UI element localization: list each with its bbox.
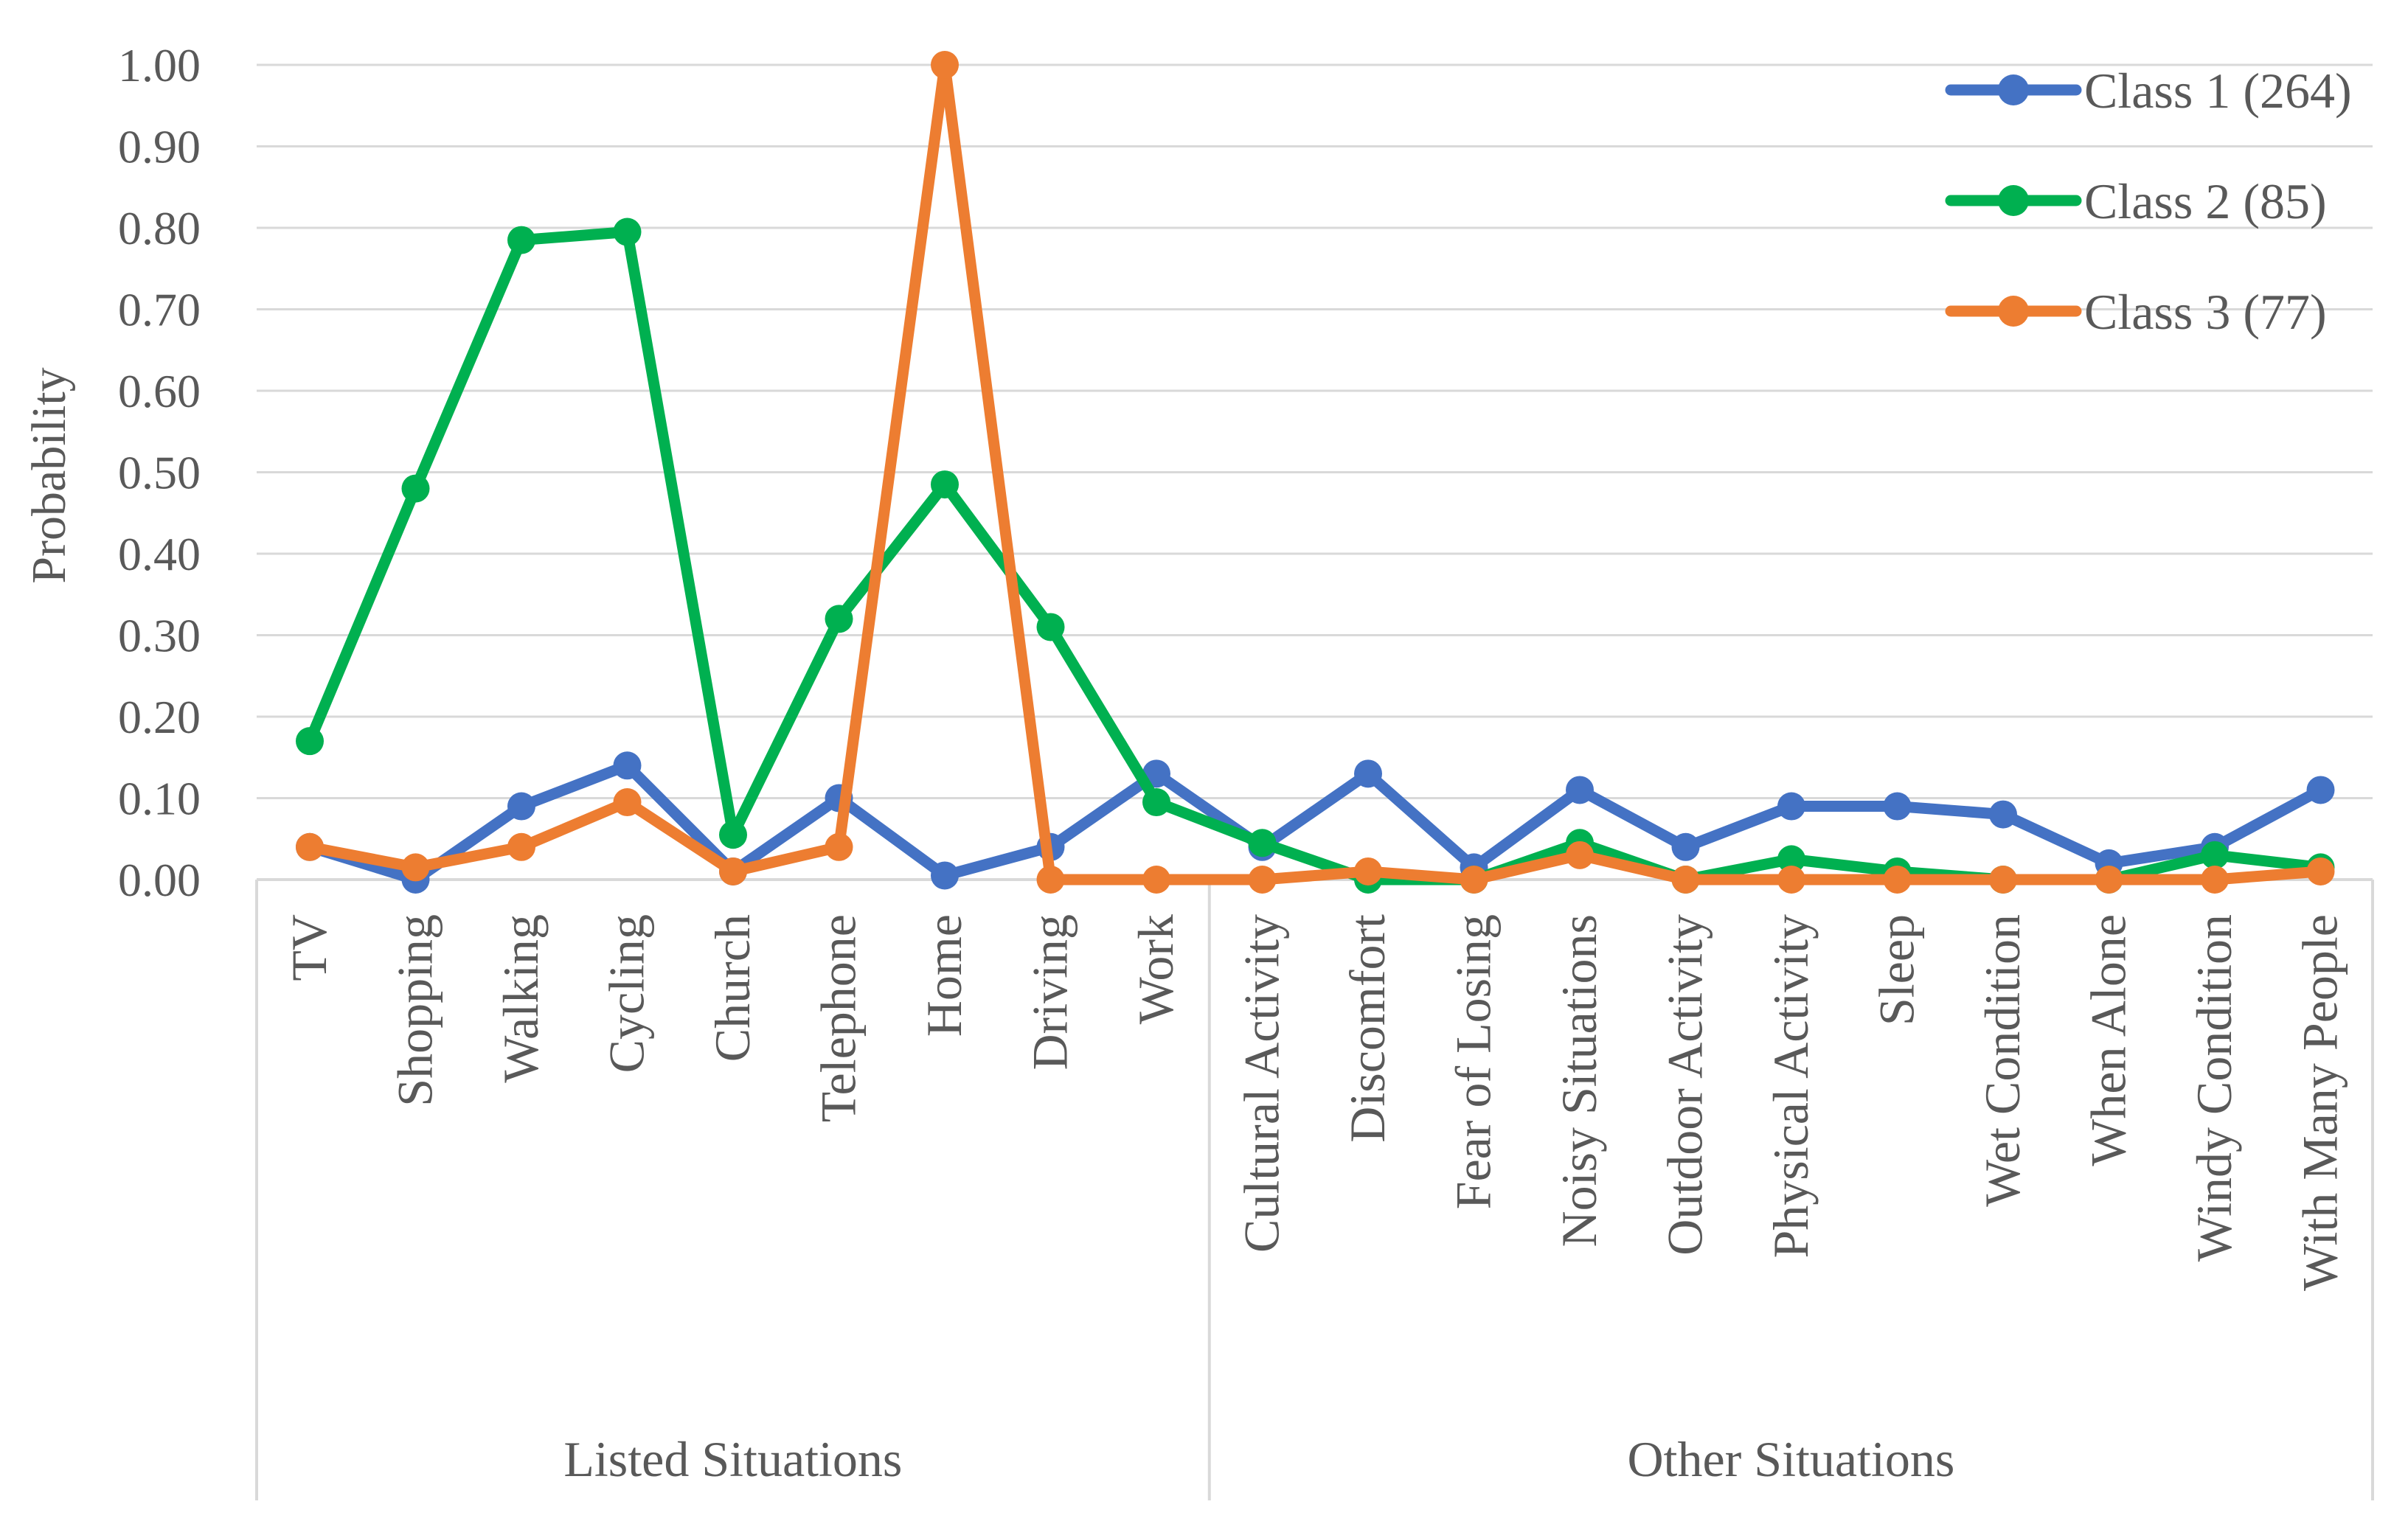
data-point: [1248, 829, 1277, 857]
data-point: [613, 218, 642, 246]
data-point: [2201, 841, 2229, 869]
series-line: [304, 226, 2326, 885]
data-point: [1989, 866, 2017, 894]
data-point: [296, 832, 324, 861]
y-tick-label: 0.60: [118, 365, 201, 417]
data-point: [1989, 800, 2017, 829]
category-label: Discomfort: [1339, 914, 1395, 1143]
legend-label: Class 1 (264): [2084, 63, 2352, 119]
data-point: [1248, 866, 1277, 894]
y-tick-label: 0.80: [118, 202, 201, 254]
category-label: When Alone: [2081, 914, 2137, 1166]
series-line: [304, 759, 2326, 885]
category-label: Telephone: [811, 914, 867, 1122]
series-line: [304, 59, 2326, 885]
data-point: [2306, 776, 2335, 804]
data-point: [507, 832, 535, 861]
y-tick-labels: 0.00 0.10 0.20 0.30 0.40 0.50 0.60 0.70 0.80 0.90…: [118, 39, 201, 906]
gridlines: [257, 63, 2373, 799]
legend: Class 1 (264) Class 2 (85) Class 3 (77): [1945, 63, 2352, 340]
category-label: Noisy Situations: [1551, 914, 1607, 1248]
data-point: [1142, 788, 1170, 817]
data-point: [2095, 866, 2123, 894]
group-label: Listed Situations: [563, 1431, 902, 1487]
axes: [255, 878, 2374, 1500]
data-point: [1142, 866, 1170, 894]
data-point: [931, 861, 959, 890]
legend-marker: [1998, 185, 2029, 216]
y-tick-label: 0.90: [118, 121, 201, 173]
y-axis-title: Probability: [22, 367, 76, 583]
data-point: [1354, 857, 1382, 885]
legend-label: Class 2 (85): [2084, 173, 2327, 229]
data-point: [2201, 866, 2229, 894]
group-labels: Listed Situations Other Situations: [563, 1431, 1954, 1487]
category-label: Outdoor Activity: [1657, 914, 1713, 1256]
data-point: [825, 605, 853, 633]
category-label: Wet Condition: [1974, 914, 2030, 1207]
data-point: [1566, 841, 1594, 869]
y-tick-label: 0.30: [118, 610, 201, 662]
category-label: Walking: [493, 914, 549, 1083]
category-label: Work: [1128, 914, 1184, 1024]
data-point: [1883, 792, 1912, 821]
data-point: [931, 470, 959, 499]
y-tick-label: 0.20: [118, 691, 201, 743]
series-class-3-77-: [296, 51, 2335, 894]
category-label: Sleep: [1869, 914, 1925, 1026]
y-tick-label: 0.00: [118, 854, 201, 906]
data-point: [401, 853, 430, 882]
series: [296, 51, 2335, 894]
data-point: [1354, 759, 1382, 788]
data-point: [613, 788, 642, 817]
legend-label: Class 3 (77): [2084, 284, 2327, 340]
data-point: [401, 474, 430, 503]
data-point: [613, 751, 642, 780]
data-point: [296, 727, 324, 756]
y-tick-label: 0.10: [118, 773, 201, 825]
legend-marker: [1998, 296, 2029, 327]
category-label: TV: [281, 914, 337, 981]
data-point: [1777, 792, 1805, 821]
y-tick-label: 0.70: [118, 284, 201, 336]
category-labels: TV Shopping Walking Cycling Church Telephone H…: [281, 914, 2348, 1291]
data-point: [507, 226, 535, 254]
category-label: Fear of Losing: [1446, 914, 1502, 1209]
y-tick-label: 0.50: [118, 447, 201, 499]
category-label: Driving: [1022, 914, 1078, 1071]
data-point: [719, 821, 747, 849]
data-point: [1460, 866, 1488, 894]
data-point: [1671, 832, 1700, 861]
category-label: With Many People: [2292, 914, 2348, 1291]
data-point: [825, 832, 853, 861]
group-label: Other Situations: [1627, 1431, 1954, 1487]
series-class-2-85-: [296, 218, 2335, 894]
data-point: [507, 792, 535, 821]
category-label: Shopping: [387, 914, 443, 1107]
category-label: Cultural Activity: [1234, 914, 1290, 1253]
data-point: [931, 51, 959, 79]
data-point: [2306, 857, 2335, 885]
category-label: Home: [916, 914, 972, 1037]
legend-marker: [1998, 74, 2029, 105]
y-tick-label: 0.40: [118, 528, 201, 580]
data-point: [1566, 776, 1594, 804]
data-point: [1671, 866, 1700, 894]
data-point: [1036, 866, 1065, 894]
data-point: [719, 857, 747, 885]
category-label: Physical Activity: [1763, 914, 1819, 1259]
data-point: [1036, 613, 1065, 641]
data-point: [1777, 845, 1805, 874]
data-point: [1883, 866, 1912, 894]
category-label: Windy Condition: [2186, 914, 2242, 1262]
category-label: Church: [704, 914, 760, 1062]
category-label: Cycling: [599, 914, 655, 1073]
y-tick-label: 1.00: [118, 39, 201, 91]
data-point: [1777, 866, 1805, 894]
